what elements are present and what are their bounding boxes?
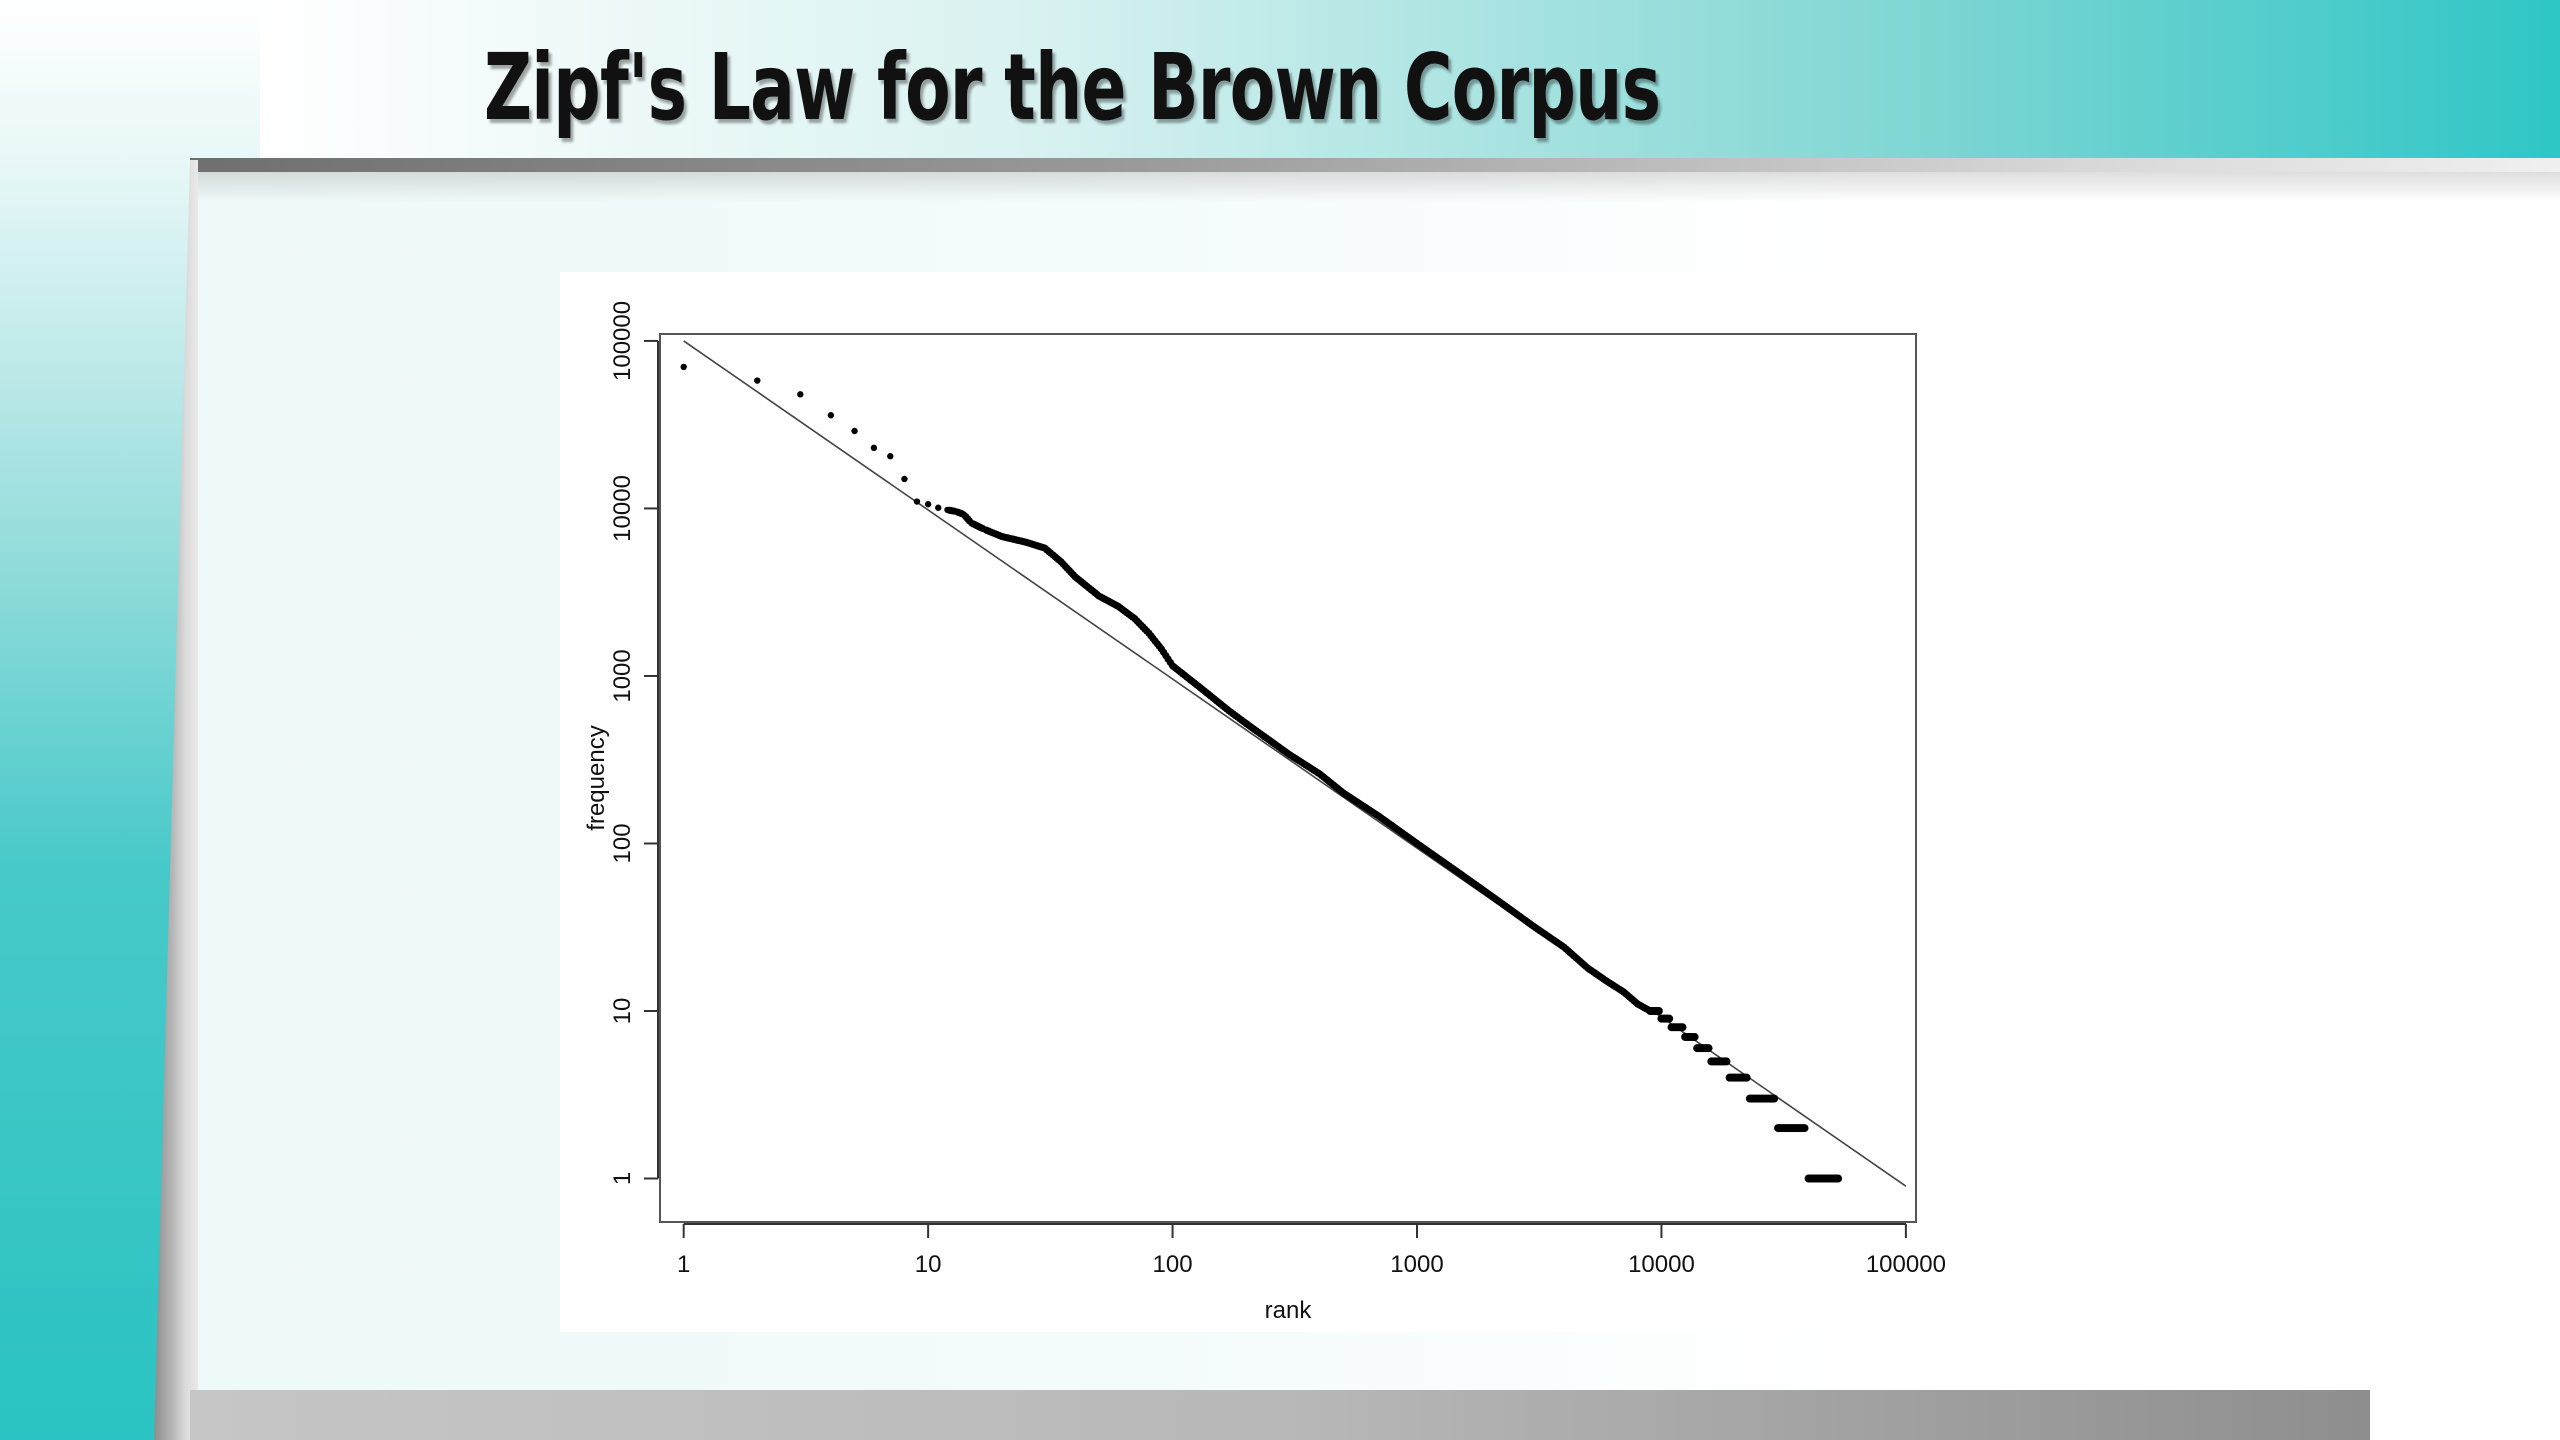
zipf-scatter-chart: 1 10 100 1000 10000 100000 1 10 100 1000 10000 100… [583,301,1946,1324]
data-point [887,453,894,460]
data-point [1143,627,1151,635]
x-tick-label: 10 [915,1251,942,1278]
data-point [797,391,804,398]
panel-top-shadow [190,172,2560,202]
data-point [913,498,921,505]
data-point [1665,1014,1674,1023]
y-tick-label: 10000 [609,475,636,542]
data-point [1704,1044,1713,1053]
x-axis: 1 10 100 1000 10000 100000 [677,1223,1946,1278]
y-tick-label: 1000 [609,649,636,702]
data-point [1742,1073,1751,1082]
y-tick-label: 1 [609,1172,636,1185]
data-point [1690,1032,1699,1041]
data-point [827,412,835,419]
y-axis-title: frequency [583,725,610,830]
data-point [1155,642,1163,650]
data-point [924,501,932,508]
data-point [1722,1057,1731,1066]
plot-box [659,333,1917,1223]
data-point [870,444,878,452]
x-tick-label: 10000 [1628,1251,1695,1278]
data-point [1654,1006,1663,1015]
data-point [901,475,908,483]
y-tick-label: 100 [609,823,636,863]
data-point [1678,1023,1687,1032]
x-tick-label: 1 [677,1251,690,1278]
x-axis-title: rank [1265,1297,1313,1324]
data-point [935,504,942,511]
x-tick-label: 1000 [1390,1251,1443,1278]
y-axis: 1 10 100 1000 10000 100000 [609,301,659,1185]
data-point [1834,1174,1843,1183]
panel-top-edge [190,158,2560,172]
data-point [1770,1094,1779,1103]
chart-frame: 1 10 100 1000 10000 100000 1 10 100 1000 10000 100… [560,272,1970,1332]
data-point [851,427,858,435]
y-tick-label: 10 [609,998,636,1025]
points-layer [680,363,1843,1183]
data-point [1166,658,1174,667]
x-tick-label: 100000 [1866,1251,1946,1278]
bottom-bar [190,1390,2370,1440]
data-point [754,377,761,384]
slide-title: Zipf's Law for the Brown Corpus [484,34,1661,141]
data-point [680,363,687,371]
x-tick-label: 100 [1153,1251,1193,1278]
y-tick-label: 100000 [609,301,636,381]
data-point [1800,1124,1809,1133]
